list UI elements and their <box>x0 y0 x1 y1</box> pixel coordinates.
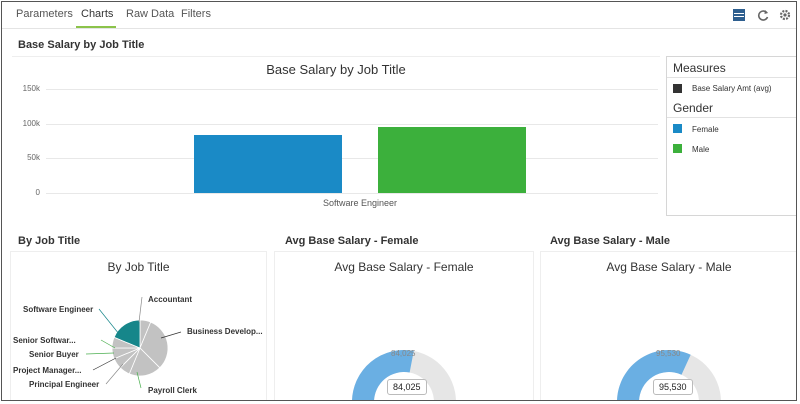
section-title-female: Avg Base Salary - Female <box>285 235 419 247</box>
pie-leader-line <box>160 331 182 339</box>
section-title-male: Avg Base Salary - Male <box>550 235 671 247</box>
pie-slice[interactable] <box>139 321 169 369</box>
pie-leader-line <box>100 339 116 349</box>
male-gauge-panel: Avg Base Salary - Male 95,530 95,530 <box>540 251 796 400</box>
y-tick-label: 100k <box>22 118 40 128</box>
male-gauge-title: Avg Base Salary - Male <box>606 260 732 274</box>
legend-male-swatch <box>673 144 682 153</box>
chart-legend: Measures Base Salary Amt (avg) Gender Fe… <box>666 56 796 216</box>
refresh-icon[interactable] <box>756 8 770 22</box>
male-gauge <box>617 350 721 400</box>
bar-female[interactable] <box>194 134 342 193</box>
legend-measure-label[interactable]: Base Salary Amt (avg) <box>692 84 772 93</box>
female-gauge-inner-value: 84,025 <box>391 349 416 358</box>
pie-slice[interactable] <box>113 319 141 349</box>
grid-line <box>46 193 658 194</box>
y-tick-label: 50k <box>27 153 40 163</box>
y-tick-label: 0 <box>35 188 40 197</box>
layout-icon[interactable] <box>732 8 746 22</box>
legend-divider <box>667 77 796 78</box>
pie-chart <box>85 296 182 389</box>
female-gauge-value-box: 84,025 <box>387 379 427 395</box>
gauge-fill <box>352 350 414 400</box>
pie-label-project-manager[interactable]: Project Manager... <box>13 366 82 375</box>
tab-filters[interactable]: Filters <box>181 8 211 20</box>
legend-measure-swatch <box>673 84 682 93</box>
pie-label-payroll-clerk[interactable]: Payroll Clerk <box>148 386 197 395</box>
tab-charts[interactable]: Charts <box>81 8 114 20</box>
pie-leader-line <box>98 308 120 335</box>
pie-label-senior-softwar[interactable]: Senior Softwar... <box>13 336 76 345</box>
legend-gender-title: Gender <box>673 101 714 115</box>
pie-leader-line <box>85 352 115 355</box>
pie-chart-panel: By Job Title Accountant Business Develop… <box>10 251 267 400</box>
female-gauge <box>352 350 456 400</box>
grid-line <box>46 158 658 160</box>
bar-chart-title: Base Salary by Job Title <box>266 62 406 77</box>
active-tab-indicator <box>76 26 116 28</box>
bar-male[interactable] <box>378 126 526 193</box>
grid-line <box>46 89 658 90</box>
female-gauge-title: Avg Base Salary - Female <box>334 260 474 274</box>
section-title-main: Base Salary by Job Title <box>18 39 145 51</box>
legend-female-label[interactable]: Female <box>692 125 719 134</box>
pie-label-business-develop[interactable]: Business Develop... <box>187 327 263 336</box>
gauge-fill <box>617 350 691 400</box>
legend-measures-title: Measures <box>673 61 726 75</box>
pie-label-principal-engineer[interactable]: Principal Engineer <box>29 380 100 389</box>
male-gauge-value-box: 95,530 <box>653 379 693 395</box>
pie-label-software-engineer[interactable]: Software Engineer <box>23 305 94 314</box>
pie-label-senior-buyer[interactable]: Senior Buyer <box>29 350 79 359</box>
pie-leader-line <box>105 363 124 385</box>
pie-label-accountant[interactable]: Accountant <box>148 295 192 304</box>
pie-leader-line <box>138 296 143 323</box>
tab-parameters[interactable]: Parameters <box>16 8 73 20</box>
section-title-by-job: By Job Title <box>18 235 81 247</box>
tab-raw-data[interactable]: Raw Data <box>126 8 175 20</box>
pie-chart-title: By Job Title <box>107 260 170 274</box>
bar-chart-panel: Base Salary by Job Title 0 50k 100k 150k Sof… <box>12 56 660 215</box>
y-tick-label: 150k <box>22 84 40 93</box>
legend-male-label[interactable]: Male <box>692 145 710 154</box>
legend-female-swatch <box>673 124 682 133</box>
tab-bar: Parameters Charts Raw Data Filters <box>2 2 796 29</box>
grid-line <box>46 123 658 125</box>
x-tick-label: Software Engineer <box>322 198 398 208</box>
male-gauge-inner-value: 95,530 <box>656 349 681 358</box>
pie-leader-line <box>136 371 142 389</box>
legend-divider <box>667 117 796 118</box>
female-gauge-panel: Avg Base Salary - Female 84,025 84,025 <box>274 251 534 400</box>
gear-icon[interactable] <box>778 8 792 22</box>
pie-leader-line <box>92 357 117 371</box>
